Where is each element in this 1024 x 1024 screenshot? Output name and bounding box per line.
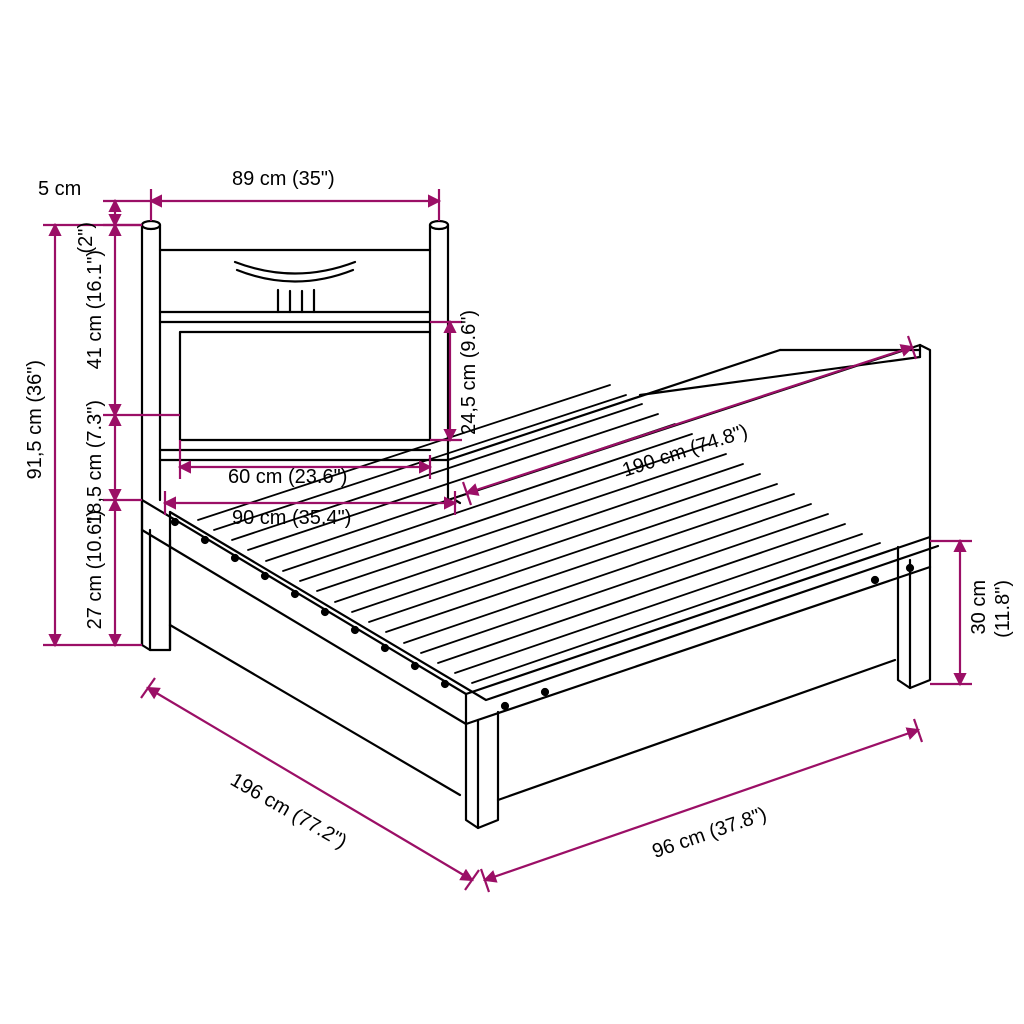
- dimension-lines: [43, 189, 972, 892]
- dim-5b: (2"): [75, 222, 98, 254]
- dim-89: 89 cm (35"): [232, 168, 335, 191]
- dim-30a: 30 cm: [968, 580, 991, 634]
- dim-60: 60 cm (23.6"): [228, 466, 347, 489]
- dim-27: 27 cm (10.6"): [84, 510, 107, 629]
- dim-185: 18,5 cm (7.3"): [84, 400, 107, 525]
- dim-41: 41 cm (16.1"): [84, 250, 107, 369]
- dim-5a: 5 cm: [38, 178, 81, 201]
- dim-915: 91,5 cm (36"): [24, 360, 47, 479]
- diagram-stage: 89 cm (35") 5 cm (2") 91,5 cm (36") 41 c…: [0, 0, 1024, 1024]
- diagram-svg: [0, 0, 1024, 1024]
- dim-30b: (11.8"): [992, 580, 1015, 638]
- dim-245: 24,5 cm (9.6"): [458, 310, 481, 435]
- dim-90: 90 cm (35.4"): [232, 507, 351, 530]
